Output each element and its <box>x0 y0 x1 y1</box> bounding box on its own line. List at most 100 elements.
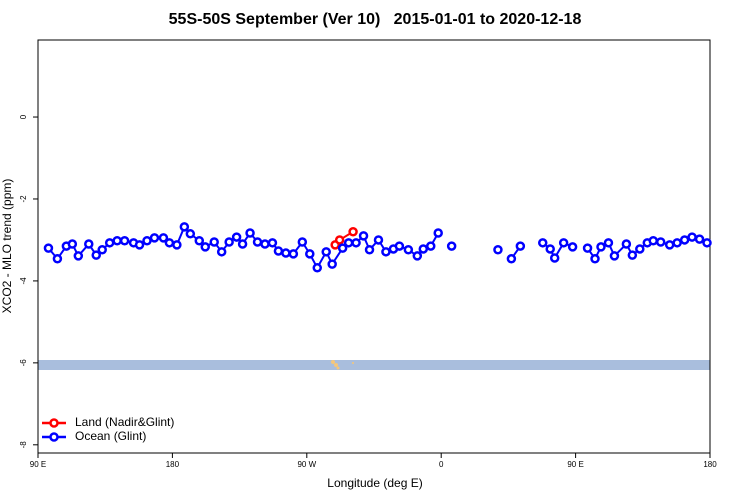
marker <box>179 222 190 232</box>
marker <box>515 241 526 251</box>
marker <box>172 240 182 250</box>
marker <box>702 238 712 248</box>
marker <box>425 241 436 251</box>
marker <box>321 247 331 257</box>
marker <box>224 237 234 247</box>
marker <box>185 229 196 239</box>
x-tick-label: 0 <box>439 460 444 469</box>
marker <box>334 235 345 245</box>
marker <box>267 238 278 248</box>
marker <box>446 241 457 251</box>
y-axis-label: XCO2 - MLO trend (ppm) <box>0 179 14 314</box>
y-tick-label: 0 <box>19 114 28 119</box>
marker <box>73 251 84 261</box>
marker <box>164 238 175 248</box>
land-dot <box>331 360 335 364</box>
marker <box>312 263 323 273</box>
marker <box>252 237 263 247</box>
legend-label: Ocean (Glint) <box>75 429 146 443</box>
marker <box>209 237 219 247</box>
marker <box>655 237 666 247</box>
marker <box>582 243 593 253</box>
marker <box>493 245 503 255</box>
marker <box>603 238 614 248</box>
x-tick-label: 180 <box>166 460 180 469</box>
marker <box>412 251 423 261</box>
marker <box>158 233 169 243</box>
marker <box>394 241 405 251</box>
marker <box>627 250 638 260</box>
land-dot <box>334 363 338 367</box>
marker <box>237 239 248 249</box>
y-tick-label: -6 <box>19 359 28 367</box>
marker <box>119 236 130 246</box>
marker <box>567 242 578 252</box>
marker <box>67 239 78 249</box>
ocean-band <box>38 360 710 370</box>
marker <box>305 249 315 259</box>
marker <box>590 254 600 264</box>
marker <box>104 238 115 248</box>
marker <box>687 232 697 242</box>
marker <box>364 245 375 255</box>
marker <box>297 237 308 247</box>
marker <box>260 239 270 249</box>
marker <box>142 236 152 246</box>
marker <box>52 254 63 264</box>
marker <box>245 228 255 238</box>
marker <box>635 244 645 254</box>
marker <box>648 236 659 246</box>
marker <box>609 251 620 261</box>
x-tick-label: 90 W <box>297 460 316 469</box>
marker <box>281 248 291 258</box>
marker <box>596 242 606 252</box>
marker <box>91 250 101 260</box>
y-tick-label: -8 <box>19 441 28 449</box>
marker <box>327 259 337 269</box>
marker <box>134 240 145 250</box>
legend-marker <box>49 418 59 428</box>
x-axis-label: Longitude (deg E) <box>327 476 422 490</box>
marker <box>381 247 391 257</box>
marker <box>348 227 358 237</box>
marker <box>84 239 94 249</box>
marker <box>621 239 632 249</box>
marker <box>231 232 242 242</box>
marker <box>679 235 690 245</box>
x-tick-label: 90 E <box>30 460 46 469</box>
marker <box>273 246 284 256</box>
marker <box>216 247 227 257</box>
x-tick-label: 90 E <box>567 460 583 469</box>
marker <box>545 244 555 254</box>
marker <box>351 238 361 248</box>
marker <box>200 242 211 252</box>
legend-marker <box>49 432 59 442</box>
marker <box>149 233 160 243</box>
marker <box>194 236 205 246</box>
marker <box>664 240 675 250</box>
chart-title: 55S-50S September (Ver 10) 2015-01-01 to… <box>169 11 582 28</box>
marker <box>97 245 107 255</box>
land-dot <box>352 362 354 364</box>
legend-label: Land (Nadir&Glint) <box>75 415 174 429</box>
marker <box>373 235 384 245</box>
y-tick-label: -4 <box>19 277 28 285</box>
land-dot <box>336 366 340 370</box>
marker <box>558 238 569 248</box>
marker <box>288 249 299 259</box>
marker <box>337 243 348 253</box>
y-tick-label: -2 <box>19 195 28 203</box>
marker <box>672 238 682 248</box>
marker <box>43 243 54 253</box>
marker <box>358 231 369 241</box>
marker <box>694 234 705 244</box>
marker <box>418 244 429 254</box>
marker <box>549 253 560 263</box>
marker <box>537 238 548 248</box>
marker <box>343 238 354 248</box>
marker <box>112 236 122 246</box>
marker <box>433 228 443 238</box>
marker <box>403 245 414 255</box>
